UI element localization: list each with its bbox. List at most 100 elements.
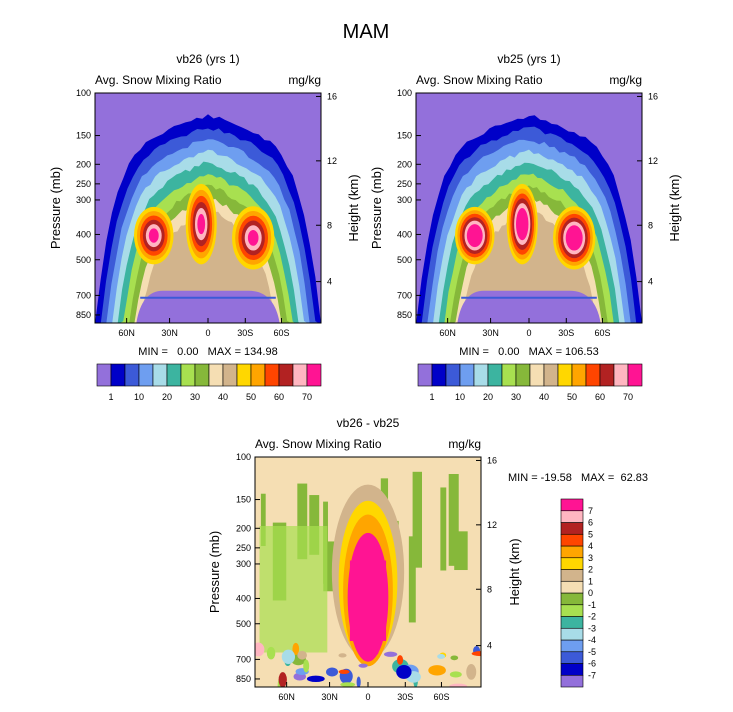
colorbar-swatch <box>613 363 629 387</box>
colorbar-label: -7 <box>588 670 596 680</box>
colorbar-label: 20 <box>483 392 493 402</box>
x-tick-label: 0 <box>365 692 370 702</box>
colorbar-swatch <box>560 627 584 641</box>
y-tick-label: 850 <box>397 310 412 320</box>
y-tick-label: 200 <box>236 523 251 533</box>
contour-field <box>416 93 642 323</box>
y-axis-right-label: Height (km) <box>507 538 522 605</box>
contour-streak <box>412 471 422 568</box>
y-right-tick-label: 12 <box>648 156 658 166</box>
contour-blob <box>278 672 287 687</box>
colorbar-label: 1 <box>429 392 434 402</box>
colorbar-swatch <box>208 363 224 387</box>
contour-streak <box>309 495 320 555</box>
colorbar-label: 0 <box>588 588 593 598</box>
colorbar-swatch <box>560 510 584 523</box>
colorbar-label: 5 <box>588 529 593 539</box>
contour-blob <box>356 676 361 687</box>
surface-region <box>457 290 601 323</box>
colorbar-label: 70 <box>302 392 312 402</box>
colorbar-swatch <box>560 663 584 676</box>
contour-streak <box>408 536 416 623</box>
y-right-tick-label: 12 <box>327 156 337 166</box>
y-tick-label: 100 <box>397 88 412 98</box>
colorbar-swatch <box>473 363 489 387</box>
panel-title: vb25 (yrs 1) <box>497 52 560 66</box>
colorbar-label: -3 <box>588 623 596 633</box>
colorbar-swatch <box>560 651 584 664</box>
contour-blob <box>266 646 276 660</box>
contour-blob <box>397 655 404 665</box>
colorbar-swatch <box>557 363 573 387</box>
y-tick-label: 400 <box>397 229 412 239</box>
y-tick-label: 700 <box>397 290 412 300</box>
y-tick-label: 850 <box>236 674 251 684</box>
colorbar-label: -2 <box>588 612 596 622</box>
colorbar-swatch <box>152 363 168 387</box>
y-tick-label: 100 <box>236 452 251 462</box>
colorbar-swatch <box>138 363 154 387</box>
contour-blob <box>303 659 310 673</box>
colorbar-swatch <box>96 363 112 387</box>
surface-region <box>136 290 280 323</box>
y-right-tick-label: 4 <box>327 277 332 287</box>
contour-blob <box>358 663 368 668</box>
x-tick-label: 30S <box>558 328 574 338</box>
colorbar-swatch <box>445 363 461 387</box>
colorbar-label: 40 <box>539 392 549 402</box>
colorbar-swatch <box>459 363 475 387</box>
contour-blob <box>383 651 398 657</box>
colorbar-swatch <box>543 363 559 387</box>
contour-field <box>95 93 321 323</box>
colorbar-swatch <box>571 363 587 387</box>
contour-blob <box>449 671 462 678</box>
colorbar-label: 3 <box>588 553 593 563</box>
y-right-tick-label: 8 <box>487 584 492 594</box>
colorbar-swatch <box>560 533 584 547</box>
min-max-stats: MIN = 0.00 MAX = 106.53 <box>459 346 598 358</box>
contour-blob <box>255 642 265 657</box>
contour-blob <box>297 650 307 660</box>
panel-vb25: vb25 (yrs 1) Avg. Snow Mixing Ratio mg/k… <box>369 52 682 402</box>
colorbar-swatch <box>236 363 252 387</box>
contour-streak <box>260 493 266 546</box>
colorbar-label: 1 <box>588 576 593 586</box>
contour-blob <box>396 664 412 679</box>
contour-streak <box>259 526 328 653</box>
y-tick-label: 250 <box>236 543 251 553</box>
y-tick-label: 500 <box>236 619 251 629</box>
x-tick-label: 30S <box>397 692 413 702</box>
panel-units: mg/kg <box>448 437 481 451</box>
x-tick-label: 60S <box>273 328 289 338</box>
colorbar-swatch <box>222 363 238 387</box>
y-tick-label: 700 <box>76 290 91 300</box>
colorbar-label: 2 <box>588 565 593 575</box>
y-tick-label: 200 <box>397 159 412 169</box>
y-tick-label: 150 <box>76 131 91 141</box>
colorbar-label: 6 <box>588 518 593 528</box>
colorbar-label: 4 <box>588 541 593 551</box>
colorbar-swatch <box>515 363 531 387</box>
panel-subtitle: Avg. Snow Mixing Ratio <box>95 73 222 87</box>
x-tick-label: 30N <box>321 692 338 702</box>
colorbar-swatch <box>306 363 322 387</box>
colorbar-swatch <box>560 604 584 617</box>
y-axis-right-label: Height (km) <box>667 174 682 241</box>
x-tick-label: 60S <box>594 328 610 338</box>
colorbar-label: 50 <box>246 392 256 402</box>
x-tick-label: 60N <box>278 692 295 702</box>
colorbar-swatch <box>264 363 280 387</box>
colorbar-swatch <box>166 363 182 387</box>
colorbar-swatch <box>417 363 433 387</box>
y-right-tick-label: 4 <box>648 277 653 287</box>
contour-blob <box>450 655 459 661</box>
y-right-tick-label: 16 <box>648 91 658 101</box>
colorbar-swatch <box>560 674 584 688</box>
y-axis-right-label: Height (km) <box>346 174 361 241</box>
min-max-stats: MIN = -19.58 MAX = 62.83 <box>508 472 648 484</box>
y-tick-label: 300 <box>397 195 412 205</box>
contour-core <box>197 214 206 235</box>
colorbar-label: -6 <box>588 659 596 669</box>
contour-core <box>565 225 583 251</box>
